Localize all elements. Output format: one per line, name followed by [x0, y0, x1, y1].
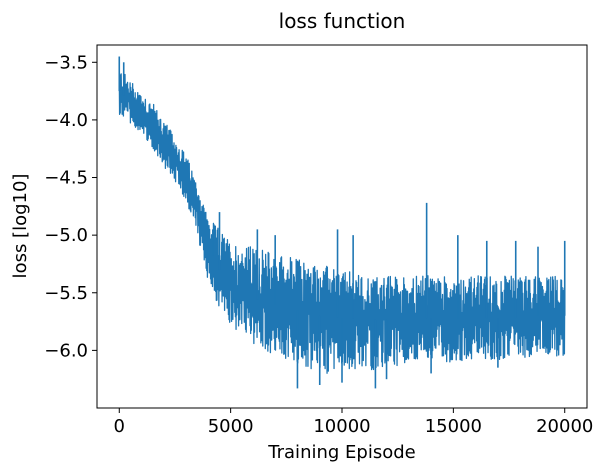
- x-tick-label: 20000: [536, 416, 593, 437]
- y-tick-label: −4.5: [44, 168, 88, 189]
- series-layer: [118, 56, 566, 389]
- x-tick-group: 0 5000 10000 15000 20000: [114, 408, 593, 437]
- y-tick-label: −5.5: [44, 283, 88, 304]
- series-line: [118, 73, 566, 374]
- y-tick-group: −3.5 −4.0 −4.5 −5.0 −5.5 −6.0: [44, 52, 97, 361]
- x-axis-label: Training Episode: [267, 442, 415, 463]
- x-tick-label: 5000: [208, 416, 254, 437]
- y-tick-label: −4.0: [44, 110, 88, 131]
- y-tick-label: −3.5: [44, 52, 88, 73]
- chart-title: loss function: [279, 9, 406, 33]
- x-tick-label: 0: [114, 416, 125, 437]
- y-tick-label: −5.0: [44, 225, 88, 246]
- x-tick-label: 15000: [425, 416, 482, 437]
- y-tick-label: −6.0: [44, 340, 88, 361]
- x-tick-label: 10000: [313, 416, 370, 437]
- y-axis-label: loss [log10]: [10, 174, 31, 279]
